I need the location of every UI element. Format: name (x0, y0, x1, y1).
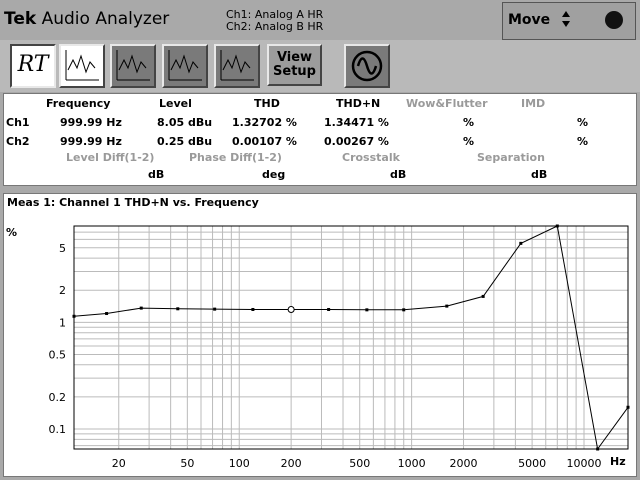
ch2-wow-flutter: % (463, 135, 475, 148)
y-tick-label: 1 (59, 316, 66, 329)
graph-title: Meas 1: Channel 1 THD+N vs. Frequency (7, 196, 259, 209)
phase-diff-unit: deg (262, 168, 286, 181)
data-point (251, 307, 255, 311)
header-phase-diff: Phase Diff(1-2) (189, 151, 282, 164)
graph-icon (168, 50, 202, 81)
ch2-thdn: 0.00267 % (324, 135, 389, 148)
realtime-button[interactable]: RT (10, 44, 56, 88)
ch2-label: Ch2 (6, 135, 30, 148)
x-tick-label: 1000 (398, 457, 426, 470)
crosstalk-unit: dB (390, 168, 407, 181)
data-point (402, 308, 406, 312)
y-unit-label: % (6, 226, 18, 239)
header-crosstalk: Crosstalk (342, 151, 400, 164)
x-tick-label: 50 (180, 457, 194, 470)
graph-button-3[interactable] (162, 44, 208, 88)
thdn-plot: 20 50 100 200 500 1000 2000 5000 10000 5 2 1 0.5 0.2 0… (49, 224, 630, 470)
ch2-source: Ch2: Analog B HR (226, 20, 324, 33)
x-tick-label: 10000 (566, 457, 601, 470)
data-point (555, 224, 559, 228)
level-diff-unit: dB (148, 168, 165, 181)
graph-button-2[interactable] (110, 44, 156, 88)
data-point (481, 294, 485, 298)
ch1-level: 8.05 dBu (157, 116, 213, 129)
data-point (176, 307, 180, 311)
ch1-thd: 1.32702 % (232, 116, 297, 129)
header-imd: IMD (521, 97, 546, 110)
plot-frame (73, 225, 629, 450)
x-unit-label: Hz (610, 455, 626, 468)
data-point (519, 241, 523, 245)
graph-icon (220, 50, 254, 81)
x-tick-label: 100 (229, 457, 250, 470)
ch1-imd: % (577, 116, 589, 129)
readings-panel: Frequency Level THD THD+N Wow&Flutter IM… (3, 93, 637, 186)
graph-button-1[interactable] (59, 44, 105, 88)
x-tick-label: 2000 (450, 457, 478, 470)
knob-icon[interactable] (605, 11, 623, 29)
ch2-thd: 0.00107 % (232, 135, 297, 148)
y-tick-label: 5 (59, 242, 66, 255)
thdn-series-line (73, 225, 629, 451)
x-tick-label: 200 (281, 457, 302, 470)
graph-icon (65, 50, 99, 81)
ch1-frequency: 999.99 Hz (60, 116, 122, 129)
generator-button[interactable] (344, 44, 390, 88)
sine-wave-icon (351, 50, 383, 82)
data-point (72, 314, 76, 318)
data-point (626, 405, 630, 409)
view-setup-button[interactable]: View Setup (267, 44, 322, 86)
ch2-level: 0.25 dBu (157, 135, 213, 148)
ch2-frequency: 999.99 Hz (60, 135, 122, 148)
data-point (213, 307, 217, 311)
updown-arrows-icon (561, 10, 571, 32)
header-frequency: Frequency (46, 97, 111, 110)
header-level-diff: Level Diff(1-2) (66, 151, 155, 164)
graph-panel: Meas 1: Channel 1 THD+N vs. Frequency % … (3, 193, 637, 477)
view-setup-line1: View (276, 50, 313, 65)
data-point (365, 308, 369, 312)
data-point (596, 447, 600, 451)
ch2-imd: % (577, 135, 589, 148)
y-tick-label: 0.1 (49, 423, 67, 436)
separation-unit: dB (531, 168, 548, 181)
x-tick-label: 500 (349, 457, 370, 470)
ch1-thdn: 1.34471 % (324, 116, 389, 129)
move-control[interactable]: Move (502, 2, 636, 40)
x-tick-label: 20 (112, 457, 126, 470)
data-point (139, 306, 143, 310)
header-thdn: THD+N (336, 97, 381, 110)
data-point (445, 304, 449, 308)
data-point (105, 312, 109, 316)
header-separation: Separation (477, 151, 545, 164)
view-setup-line2: Setup (273, 64, 316, 79)
y-tick-label: 2 (59, 284, 66, 297)
ch1-label: Ch1 (6, 116, 30, 129)
app-title: Tek Audio Analyzer (4, 9, 170, 29)
data-point (327, 307, 331, 311)
graph-button-4[interactable] (214, 44, 260, 88)
header-level: Level (159, 97, 192, 110)
move-label: Move (508, 12, 551, 28)
header-wow-flutter: Wow&Flutter (406, 97, 488, 110)
rt-label: RT (17, 52, 49, 77)
header-thd: THD (254, 97, 280, 110)
y-tick-label: 0.5 (49, 348, 67, 361)
ch1-source: Ch1: Analog A HR (226, 8, 324, 21)
graph-icon (116, 50, 150, 81)
x-tick-label: 5000 (518, 457, 546, 470)
data-point-marker (287, 305, 295, 313)
y-tick-label: 0.2 (49, 391, 67, 404)
ch1-wow-flutter: % (463, 116, 475, 129)
